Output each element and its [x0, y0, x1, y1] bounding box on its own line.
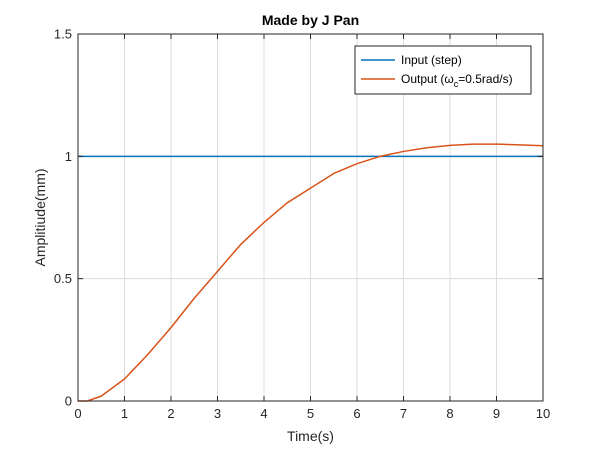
series-layer [78, 143, 544, 402]
x-tick-label: 10 [536, 406, 550, 421]
x-tick-label: 9 [493, 406, 500, 421]
x-tick-label: 4 [260, 406, 267, 421]
legend-entry-label: Output (ωc=0.5rad/s) [401, 72, 513, 89]
series-line-output [78, 143, 544, 402]
y-axis-label: Amplitiude(mm) [32, 168, 48, 266]
x-tick-label: 0 [74, 406, 81, 421]
x-axis-label: Time(s) [287, 428, 334, 444]
x-tick-label: 7 [400, 406, 407, 421]
x-tick-label: 8 [446, 406, 453, 421]
legend-entry-label: Input (step) [401, 53, 462, 67]
legend: Input (step) Output (ωc=0.5rad/s) [354, 45, 532, 95]
x-tick-label: 1 [121, 406, 128, 421]
x-tick-label: 2 [167, 406, 174, 421]
x-tick-label: 5 [307, 406, 314, 421]
y-tick-label: 1.5 [54, 27, 72, 42]
chart-title: Made by J Pan [262, 12, 359, 28]
y-tick-label: 0 [65, 394, 72, 409]
y-tick-label: 1 [65, 149, 72, 164]
legend-box [354, 45, 532, 95]
x-tick-label: 6 [353, 406, 360, 421]
x-tick-label: 3 [214, 406, 221, 421]
y-tick-label: 0.5 [54, 271, 72, 286]
ticks: 0 1 2 3 4 5 6 7 8 9 10 0 0.5 1 1.5 [54, 27, 550, 422]
